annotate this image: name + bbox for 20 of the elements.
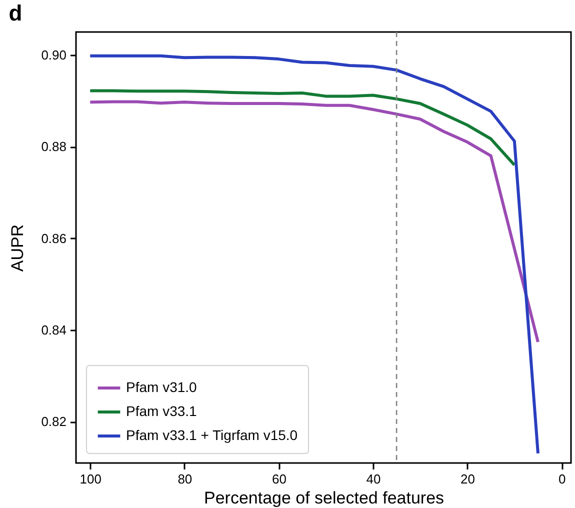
legend-label: Pfam v33.1 (126, 403, 198, 419)
y-tick-label: 0.90 (41, 47, 66, 62)
line-series (88, 100, 540, 344)
line-series (88, 54, 540, 455)
x-tick-label: 80 (178, 472, 192, 486)
x-tick-label: 100 (80, 472, 102, 486)
y-tick-label: 0.82 (41, 414, 66, 430)
chart-title: d (8, 0, 22, 26)
y-axis-title: AUPR (8, 224, 28, 272)
y-tick-label: 0.88 (41, 139, 66, 154)
x-tick-label: 40 (366, 472, 381, 486)
x-tick-label: 60 (272, 472, 286, 486)
legend-label: Pfam v31.0 (126, 379, 198, 395)
y-tick-label: 0.84 (41, 322, 66, 338)
y-tick-label: 0.86 (41, 230, 66, 246)
legend-label: Pfam v33.1 + Tigrfam v15.0 (126, 427, 298, 443)
x-tick-label: 20 (460, 472, 476, 486)
x-axis-title: Percentage of selected features (204, 488, 444, 508)
x-tick-label: 0 (558, 472, 566, 486)
line-series (88, 89, 516, 166)
